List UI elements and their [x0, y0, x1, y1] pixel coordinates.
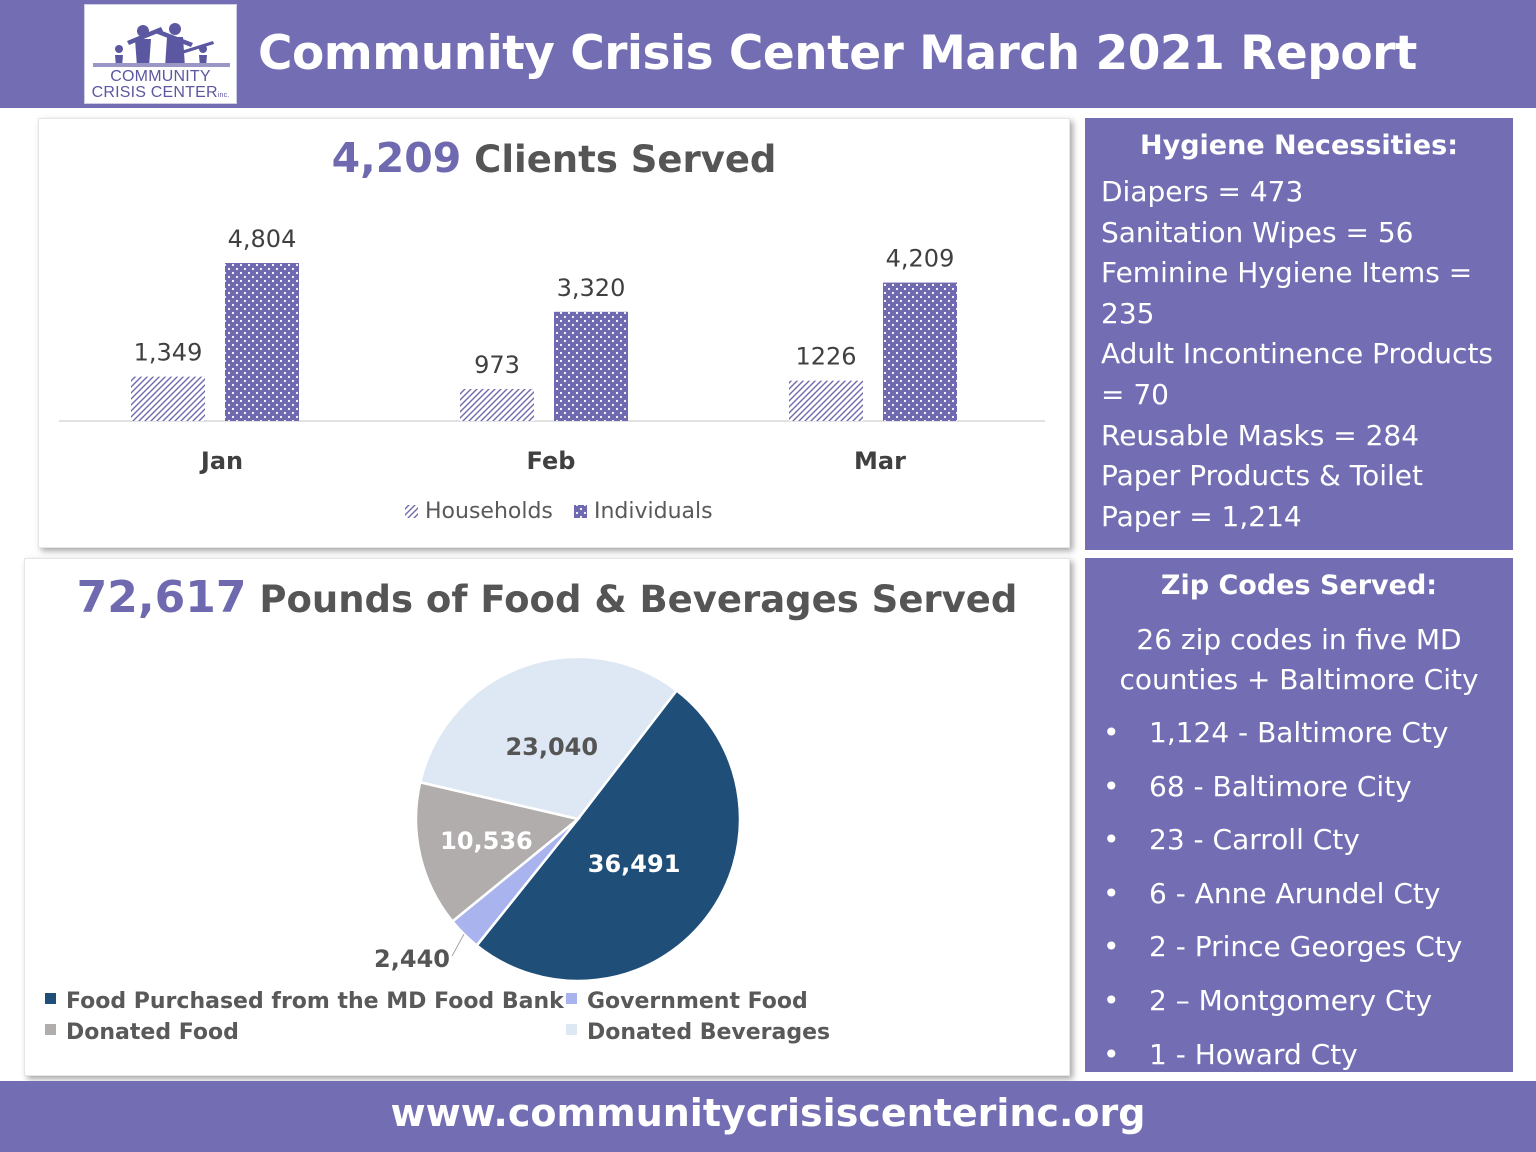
legend-swatch-households — [405, 505, 418, 518]
x-tick-label: Mar — [854, 447, 906, 475]
clients-headline: 4,209 Clients Served — [39, 135, 1069, 183]
bar-data-label: 4,209 — [886, 245, 955, 273]
logo-line-2-text: CRISIS CENTER — [91, 84, 218, 101]
x-tick-label: Feb — [527, 447, 576, 475]
legend-label: Individuals — [594, 499, 713, 524]
bar-data-label: 3,320 — [557, 274, 626, 302]
zip-item-text: 23 - Carroll Cty — [1149, 823, 1360, 857]
zip-intro-line-1: 26 zip codes in five MD — [1136, 623, 1462, 656]
bar-individuals-mar — [883, 282, 957, 421]
zip-item-text: 2 - Prince Georges Cty — [1149, 930, 1463, 964]
hygiene-line: Paper = 1,214 — [1101, 499, 1302, 533]
pie-legend-label: Donated Food — [66, 1020, 239, 1045]
bullet-icon: • — [1103, 930, 1120, 964]
zip-list-item: • 1 - Howard Cty — [1103, 1038, 1358, 1071]
bullet-icon: • — [1103, 984, 1120, 1017]
pie-slice — [418, 655, 679, 821]
hygiene-line: Feminine Hygiene Items = — [1101, 256, 1473, 290]
logo-line-1: COMMUNITY — [110, 68, 211, 85]
pie-legend-label: Donated Beverages — [587, 1020, 830, 1045]
hygiene-line: Adult Incontinence Products — [1101, 337, 1494, 371]
pie-leader-line — [451, 933, 465, 957]
hygiene-line: Diapers = 473 — [1101, 175, 1304, 208]
food-headline-text: Pounds of Food & Beverages Served — [259, 578, 1018, 621]
legend-swatch-individuals — [574, 505, 587, 518]
hygiene-line: Sanitation Wipes = 56 — [1101, 215, 1414, 249]
food-served-panel: 72,617 Pounds of Food & Beverages Served… — [24, 558, 1070, 1076]
zip-list-item: • 2 – Montgomery Cty — [1103, 984, 1432, 1017]
pie-legend-swatch — [45, 1024, 56, 1035]
logo-line-2: CRISIS CENTERinc. — [85, 85, 236, 104]
bullet-icon: • — [1103, 1037, 1120, 1071]
bar-data-label: 4,804 — [228, 225, 297, 253]
organization-logo: COMMUNITY CRISIS CENTERinc. — [84, 4, 237, 104]
bar-households-mar — [789, 380, 863, 421]
pie-data-label: 2,440 — [374, 945, 450, 973]
pie-legend-swatch — [45, 993, 56, 1004]
bar-individuals-jan — [225, 263, 299, 421]
hygiene-line: 235 — [1101, 296, 1155, 330]
zip-intro-line-2: counties + Baltimore City — [1119, 663, 1479, 696]
clients-headline-text: Clients Served — [474, 138, 777, 181]
zip-item-text: 6 - Anne Arundel Cty — [1149, 876, 1441, 910]
bar-data-label: 1,349 — [134, 339, 203, 367]
zip-intro: 26 zip codes in five MD counties + Balti… — [1085, 620, 1513, 700]
bar-individuals-feb — [554, 311, 628, 421]
bullet-icon: • — [1103, 876, 1120, 910]
footer-bar: www.communitycrisiscenterinc.org — [0, 1081, 1536, 1152]
food-headline: 72,617 Pounds of Food & Beverages Served — [25, 573, 1069, 625]
zip-item-text: 2 – Montgomery Cty — [1149, 984, 1433, 1017]
logo-suffix: inc. — [217, 92, 230, 99]
hygiene-line: Paper Products & Toilet — [1101, 459, 1423, 493]
website-url[interactable]: www.communitycrisiscenterinc.org — [390, 1091, 1146, 1135]
zip-list-item: • 23 - Carroll Cty — [1103, 823, 1360, 856]
bar-data-label: 1226 — [795, 343, 856, 371]
clients-served-panel: 4,209 Clients Served 1,349 4,804 Jan 973 3,3… — [38, 118, 1070, 548]
zip-heading: Zip Codes Served: — [1160, 570, 1438, 601]
zip-item-text: 1,124 - Baltimore Cty — [1149, 716, 1449, 749]
zip-list-item: • 68 - Baltimore City — [1103, 770, 1412, 803]
pie-slice — [474, 688, 742, 983]
bullet-icon: • — [1103, 823, 1120, 857]
pie-legend-label: Government Food — [587, 989, 808, 1014]
hygiene-line: = 70 — [1101, 377, 1169, 411]
report-title: Community Crisis Center March 2021 Repor… — [258, 26, 1417, 81]
zip-list-item: • 1,124 - Baltimore Cty — [1103, 716, 1449, 749]
bar-households-feb — [460, 388, 534, 421]
pie-legend-swatch — [566, 993, 577, 1004]
bullet-icon: • — [1103, 769, 1120, 803]
zip-item-text: 68 - Baltimore City — [1149, 769, 1412, 803]
hygiene-list: Diapers = 473 Sanitation Wipes = 56 Femini… — [1101, 172, 1513, 537]
bar-households-jan — [131, 376, 205, 421]
pie-data-label: 23,040 — [505, 733, 598, 761]
hygiene-line: Reusable Masks = 284 — [1101, 418, 1420, 452]
zip-list-item: • 2 - Prince Georges Cty — [1103, 930, 1462, 963]
bullet-icon: • — [1103, 716, 1120, 749]
clients-headline-number: 4,209 — [331, 134, 462, 182]
hygiene-heading: Hygiene Necessities: — [1140, 130, 1458, 161]
header-bar: COMMUNITY CRISIS CENTERinc. Community Cr… — [0, 0, 1536, 108]
zip-item-text: 1 - Howard Cty — [1149, 1037, 1358, 1071]
food-pie-chart: 36,491 2,440 10,536 23,040 Food Purchased fr… — [45, 655, 830, 1045]
pie-legend-swatch — [566, 1024, 577, 1035]
pie-data-label: 36,491 — [588, 850, 681, 878]
family-figures-icon — [93, 23, 230, 67]
pie-slice — [414, 780, 581, 924]
zip-codes-panel: Zip Codes Served: 26 zip codes in five M… — [1085, 558, 1513, 1072]
x-tick-label: Jan — [199, 447, 243, 475]
food-headline-number: 72,617 — [76, 572, 247, 623]
legend-label: Households — [425, 499, 553, 524]
clients-bar-chart: 1,349 4,804 Jan 973 3,320 Feb 1226 4,209 Mar Hous… — [59, 225, 1045, 524]
bar-data-label: 973 — [474, 351, 520, 379]
pie-legend-label: Food Purchased from the MD Food Bank — [66, 989, 565, 1014]
pie-data-label: 10,536 — [440, 827, 533, 855]
hygiene-panel: Hygiene Necessities: Diapers = 473 Sanita… — [1085, 118, 1513, 550]
zip-list-item: • 6 - Anne Arundel Cty — [1103, 877, 1440, 910]
